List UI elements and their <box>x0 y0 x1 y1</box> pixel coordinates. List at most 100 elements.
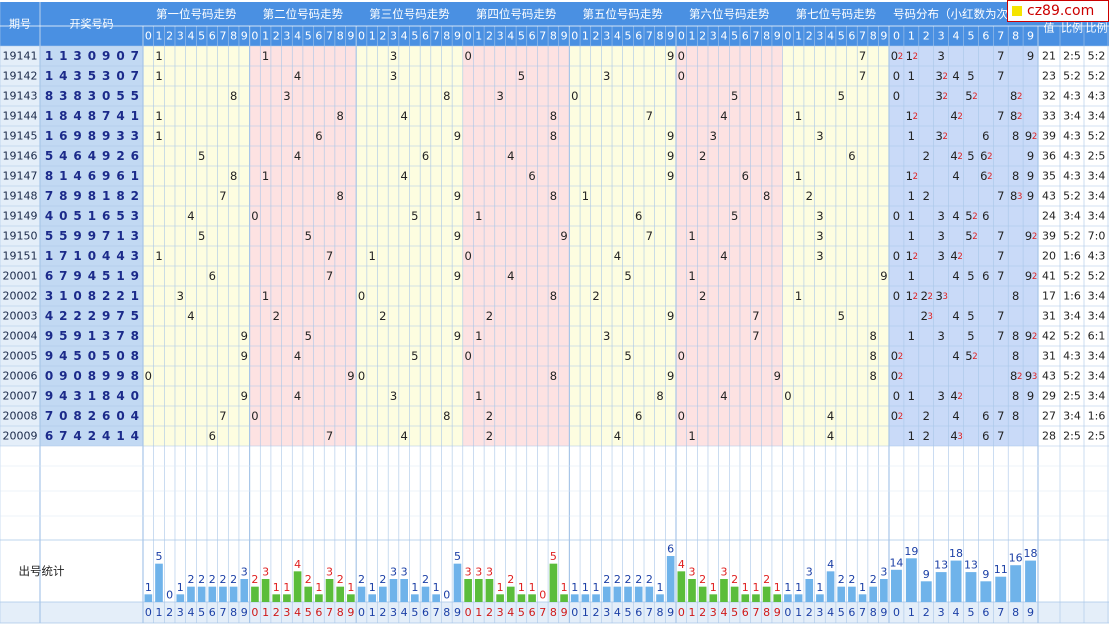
dist-number: 2 <box>923 149 930 163</box>
dist-count: 2 <box>1032 272 1037 282</box>
sum-cell: 36 <box>1042 150 1056 163</box>
draw-number: 1 <box>59 49 67 63</box>
trend-number: 5 <box>411 209 418 223</box>
stat-bar <box>602 586 611 602</box>
stat-bar <box>325 579 334 602</box>
trend-number: 2 <box>486 409 493 423</box>
digit-header: 2 <box>806 30 813 43</box>
trend-number: 9 <box>454 329 461 343</box>
stat-bar-label: 2 <box>507 573 514 586</box>
dist-count: 2 <box>957 112 962 122</box>
digit-header: 9 <box>561 30 568 43</box>
dist-digit-header: 3 <box>938 30 945 43</box>
stat-axis-digit: 3 <box>283 606 290 619</box>
trend-number: 9 <box>667 149 674 163</box>
draw-number: 4 <box>88 149 96 163</box>
position-title: 第二位号码走势 <box>263 7 344 21</box>
dist-number: 4 <box>950 429 957 443</box>
stat-bar-label: 3 <box>720 566 727 579</box>
draw-number: 3 <box>131 249 139 263</box>
dist-number: 1 <box>908 129 915 143</box>
stat-axis-digit: 4 <box>507 606 514 619</box>
trend-number: 6 <box>848 149 855 163</box>
sum-cell: 31 <box>1042 310 1056 323</box>
draw-number: 8 <box>102 389 110 403</box>
draw-number: 8 <box>73 89 81 103</box>
digit-header: 0 <box>678 30 685 43</box>
stat-axis-digit: 1 <box>155 606 162 619</box>
draw-number: 5 <box>102 269 110 283</box>
dist-stat-label: 9 <box>923 568 930 581</box>
digit-header: 6 <box>635 30 642 43</box>
issue-cell: 19142 <box>3 70 38 83</box>
stat-bar <box>208 586 217 602</box>
dist-stat-label: 11 <box>994 563 1008 576</box>
digit-header: 9 <box>241 30 248 43</box>
trend-number: 4 <box>507 149 514 163</box>
dist-number: 7 <box>997 269 1004 283</box>
trend-number: 8 <box>230 169 237 183</box>
dist-number: 1 <box>906 109 913 123</box>
digit-header: 1 <box>688 30 695 43</box>
draw-number: 4 <box>102 429 110 443</box>
dist-number: 1 <box>908 209 915 223</box>
stat-bar-label: 1 <box>752 581 759 594</box>
dist-number: 0 <box>893 249 900 263</box>
draw-number: 9 <box>73 269 81 283</box>
stat-bar <box>560 594 568 602</box>
stat-axis-digit: 2 <box>379 606 386 619</box>
dist-number: 3 <box>935 89 942 103</box>
digit-header: 4 <box>614 30 621 43</box>
digit-header: 2 <box>699 30 706 43</box>
sum-cell: 20 <box>1042 250 1056 263</box>
dist-number: 4 <box>952 349 959 363</box>
dist-axis-digit: 6 <box>982 606 989 619</box>
dist-count: 2 <box>987 152 992 162</box>
trend-number: 2 <box>699 149 706 163</box>
dist-number: 3 <box>937 329 944 343</box>
digit-header: 2 <box>486 30 493 43</box>
trend-number: 6 <box>528 169 535 183</box>
trend-number: 0 <box>571 89 578 103</box>
dist-count: 3 <box>957 432 962 442</box>
draw-number: 0 <box>45 369 53 383</box>
ratio1-cell: 4:3 <box>1063 350 1081 363</box>
draw-number: 5 <box>59 229 67 243</box>
stat-bar-label: 1 <box>177 581 184 594</box>
stat-bar-label: 1 <box>593 581 600 594</box>
dist-stat-label: 13 <box>934 559 948 572</box>
dist-number: 9 <box>1027 49 1034 63</box>
dist-number: 0 <box>891 409 898 423</box>
trend-number: 0 <box>464 49 471 63</box>
ratio2-cell: 3:4 <box>1088 390 1106 403</box>
stat-bar-label: 1 <box>582 581 589 594</box>
dist-number: 1 <box>908 329 915 343</box>
stat-bar <box>453 563 462 602</box>
trend-number: 0 <box>251 209 258 223</box>
stat-axis-digit: 9 <box>667 606 674 619</box>
draw-number: 4 <box>73 109 81 123</box>
dist-number: 9 <box>1025 329 1032 343</box>
stat-bar <box>645 586 654 602</box>
trend-number: 8 <box>550 129 557 143</box>
draw-number: 5 <box>45 229 53 243</box>
dist-stat-bar <box>920 581 932 602</box>
trend-number: 4 <box>401 169 408 183</box>
trend-number: 1 <box>795 289 802 303</box>
digit-header: 8 <box>337 30 344 43</box>
digit-header: 0 <box>145 30 152 43</box>
dist-number: 4 <box>952 409 959 423</box>
draw-number: 6 <box>88 169 96 183</box>
stat-axis-digit: 0 <box>678 606 685 619</box>
stat-bar <box>283 594 291 602</box>
trend-number: 1 <box>795 169 802 183</box>
stat-axis-digit: 9 <box>561 606 568 619</box>
dist-count: 2 <box>898 372 903 382</box>
dist-axis-digit: 1 <box>908 606 915 619</box>
dist-number: 8 <box>1012 169 1019 183</box>
digit-header: 8 <box>870 30 877 43</box>
draw-number: 9 <box>102 369 110 383</box>
digit-header: 6 <box>848 30 855 43</box>
dist-number: 2 <box>923 409 930 423</box>
dist-number: 6 <box>980 169 987 183</box>
